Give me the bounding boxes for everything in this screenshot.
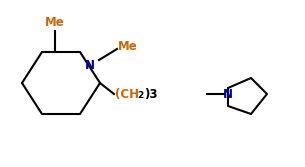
Text: N: N bbox=[223, 88, 233, 101]
Text: N: N bbox=[85, 58, 95, 71]
Text: 2: 2 bbox=[137, 91, 143, 100]
Text: Me: Me bbox=[118, 40, 138, 52]
Text: Me: Me bbox=[45, 16, 65, 29]
Text: )3: )3 bbox=[144, 88, 157, 101]
Text: (CH: (CH bbox=[115, 88, 139, 101]
